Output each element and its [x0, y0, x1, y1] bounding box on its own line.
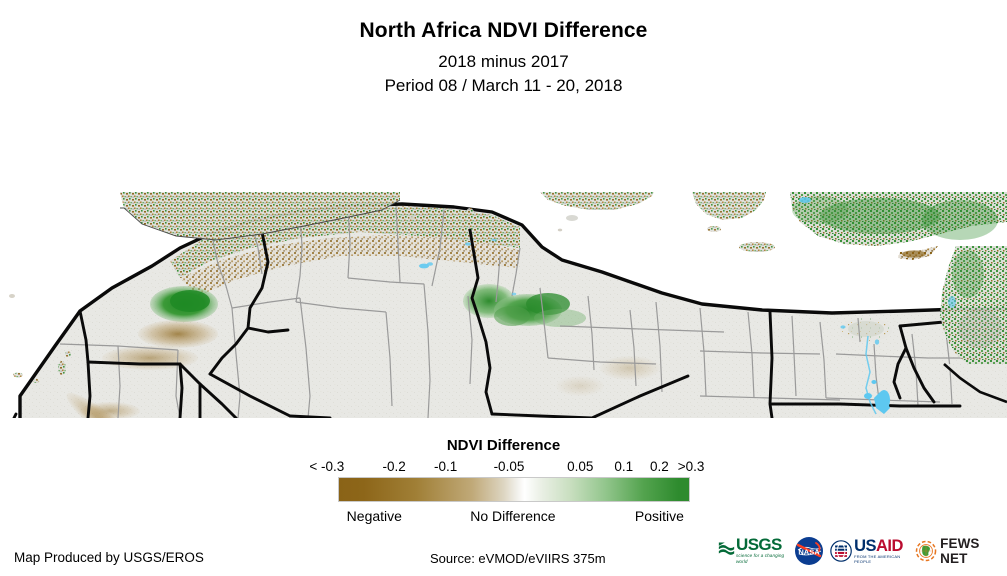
usgs-tagline: science for a changing world [736, 553, 785, 564]
legend-color-bar [338, 477, 690, 502]
legend-tick-2: -0.1 [433, 459, 458, 474]
legend-tick-4: 0.05 [567, 459, 594, 474]
footer-source: Source: eVMOD/eVIIRS 375m [430, 551, 606, 566]
greece-landmass [692, 192, 775, 252]
footer-credit: Map Produced by USGS/EROS [14, 550, 204, 565]
legend-tick-0: < -0.3 [309, 459, 345, 474]
national-boundaries [12, 228, 962, 418]
mediterranean-islands [409, 208, 563, 232]
legend-tick-5: 0.1 [614, 459, 634, 474]
usaid-tagline: FROM THE AMERICAN PEOPLE [854, 553, 901, 564]
fewsnet-globe-icon [915, 540, 937, 562]
legend-tick-6: 0.2 [650, 459, 669, 474]
italy-landmass [540, 192, 654, 221]
admin-boundaries [59, 205, 978, 418]
crete-island [739, 242, 775, 252]
canary-islands [9, 294, 71, 383]
legend: NDVI Difference < -0.3 -0.2 -0.1 -0.05 0.05 0… [0, 430, 1007, 530]
cyprus-island [898, 246, 938, 260]
legend-tick-3: -0.05 [493, 459, 525, 474]
map-canvas[interactable] [0, 96, 1007, 418]
anatolia-landmass [790, 192, 1007, 246]
legend-tick-1: -0.2 [382, 459, 406, 474]
logo-bar: USGS science for a changing world NASA U… [718, 534, 1000, 568]
usaid-wordmark: USAID [854, 536, 909, 555]
map-subtitle-period: Period 08 / March 11 - 20, 2018 [384, 76, 623, 95]
page-title: North Africa NDVI Difference [359, 19, 648, 42]
title-block: North Africa NDVI Difference 2018 minus … [0, 18, 1007, 98]
fewsnet-wordmark: FEWS NET [940, 536, 980, 566]
usgs-wordmark: USGS [736, 535, 782, 554]
legend-caption-2: Positive [634, 508, 684, 524]
usgs-logo[interactable]: USGS science for a changing world [718, 535, 788, 565]
levant-landmass [940, 246, 1007, 364]
fewsnet-logo[interactable]: FEWS NET [915, 536, 1000, 566]
usaid-us-text: US [854, 536, 876, 555]
legend-tick-labels: < -0.3 -0.2 -0.1 -0.05 0.05 0.1 0.2 >0.3 [307, 459, 705, 476]
legend-tick-7: >0.3 [677, 459, 705, 474]
legend-caption-1: No Difference [470, 508, 556, 524]
usaid-aid-text: AID [875, 536, 903, 555]
usgs-wave-icon [718, 542, 735, 555]
usaid-seal-icon [830, 540, 852, 562]
legend-caption-0: Negative [346, 508, 402, 524]
nasa-meatball-icon: NASA [794, 537, 823, 565]
nasa-wordmark: NASA [798, 548, 820, 557]
legend-caption-labels: Negative No Difference Positive [307, 508, 703, 526]
water-bodies [419, 238, 890, 415]
iberia-landmass [120, 192, 401, 241]
nasa-logo[interactable]: NASA [794, 536, 824, 566]
usaid-logo[interactable]: USAID FROM THE AMERICAN PEOPLE [830, 536, 909, 564]
map-subtitle-year: 2018 minus 2017 [438, 52, 569, 71]
ndvi-map[interactable] [0, 96, 1007, 418]
arabia-edge [943, 363, 1007, 404]
legend-title: NDVI Difference [446, 437, 561, 454]
